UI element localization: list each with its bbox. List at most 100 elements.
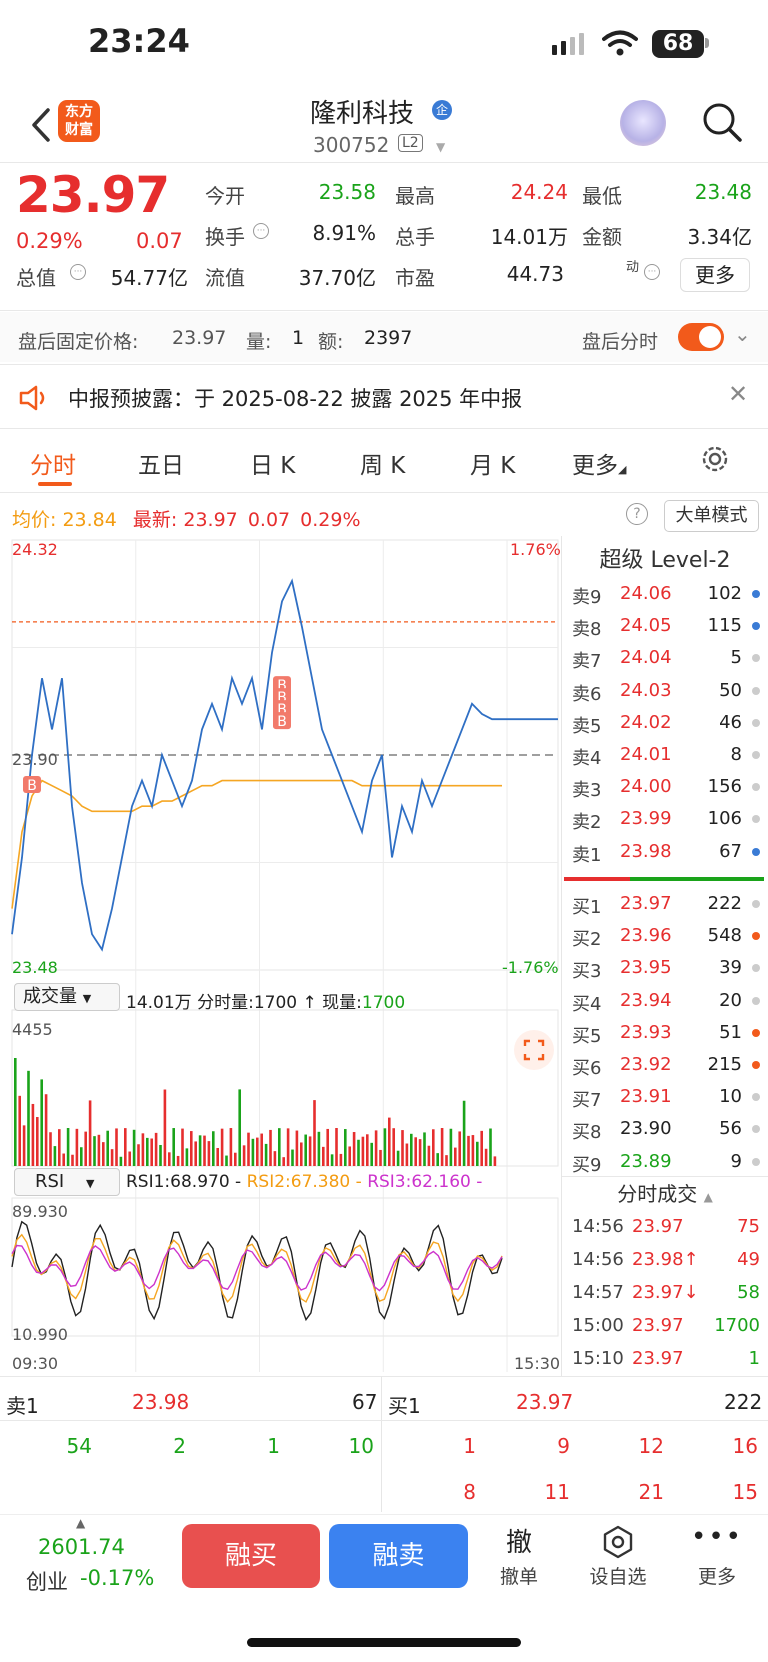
ask-row[interactable]: 卖1 23.98 67 [562,836,768,868]
bid-row[interactable]: 买4 23.94 20 [562,985,768,1017]
info-icon[interactable]: ··· [70,264,86,280]
volume-bar [251,1138,255,1166]
after-hours-toggle[interactable] [678,323,724,351]
chevron-down-icon[interactable]: ▼ [436,140,446,154]
search-icon[interactable] [700,100,744,144]
volume-bar [278,1128,281,1166]
ask-row[interactable]: 卖4 24.01 8 [562,739,768,771]
more-label[interactable]: 更多 [697,1566,736,1588]
help-icon[interactable]: ? [626,503,648,525]
back-button[interactable] [22,100,62,150]
volume-bar [40,1079,43,1166]
rsi-select[interactable]: RSI ▼ [14,1168,120,1196]
quote-label-5: 金额 [582,225,622,249]
tab-monthly-k[interactable]: 月 K [470,453,516,479]
big-order-mode-button[interactable]: 大单模式 [664,500,759,532]
trade-row: 14:56 23.97 75 [568,1212,764,1244]
settings-gear-icon[interactable] [698,442,732,476]
margin-sell-button[interactable]: 融卖 [329,1524,468,1588]
info-icon[interactable]: ··· [644,264,660,280]
cancel-order-label[interactable]: 撤单 [499,1566,538,1588]
trades-title[interactable]: 分时成交 ▲ [617,1182,713,1206]
buy-queue-item: 11 [544,1480,570,1504]
change-percent: 0.29% [16,229,83,253]
trade-price: 23.97 [632,1348,684,1369]
quote-value-7: 37.70亿 [298,266,376,290]
quote-more-button[interactable]: 更多 [680,258,750,292]
volume-bar [467,1135,470,1166]
quote-value-1: 24.24 [510,180,568,204]
close-icon[interactable]: ✕ [728,380,749,408]
info-icon[interactable]: ··· [253,223,269,239]
bid-vol: 56 [719,1118,742,1140]
tab-more[interactable]: 更多◢ [572,453,627,479]
quote-label-sup: 动 [626,260,640,275]
trade-row: 15:00 23.97 1700 [568,1311,764,1343]
ask-row[interactable]: 卖3 24.00 156 [562,771,768,803]
trade-time: 14:56 [572,1216,624,1237]
bid-vol: 9 [730,1150,742,1172]
margin-buy-button[interactable]: 融买 [182,1524,320,1588]
add-watchlist-icon[interactable] [600,1524,636,1560]
bid-row[interactable]: 买5 23.93 51 [562,1017,768,1049]
bid-price: 23.97 [620,893,672,914]
more-dots-icon[interactable]: ••• [690,1522,743,1552]
volume-select[interactable]: 成交量 ▼ [14,983,120,1011]
volume-bar [414,1137,417,1166]
ask-row[interactable]: 卖8 24.05 115 [562,610,768,642]
bid-price: 23.93 [620,1021,672,1043]
chevron-down-icon[interactable]: ⌄ [734,322,751,346]
volume-bar [159,1144,162,1166]
index-name[interactable]: 创业 [26,1570,68,1594]
assistant-robot-icon[interactable] [620,100,666,146]
bid-row[interactable]: 买7 23.91 10 [562,1081,768,1113]
bid-row[interactable]: 买1 23.97 222 [562,888,768,920]
bid-row[interactable]: 买8 23.90 56 [562,1113,768,1145]
volume-bar [185,1148,189,1166]
avg-price-line [11,779,502,909]
bid-row[interactable]: 买3 23.95 39 [562,952,768,984]
ask-price: 24.02 [620,711,672,733]
notice-text[interactable]: 中报预披露：于 2025-08-22 披露 2025 年中报 [68,387,523,411]
tab-intraday[interactable]: 分时 [30,453,76,479]
ask-vol: 8 [730,744,742,765]
volume-bar [322,1146,325,1166]
bid-row[interactable]: 买9 23.89 9 [562,1146,768,1178]
ask-label: 卖6 [572,683,602,705]
volume-bar [238,1089,241,1166]
chevron-up-icon[interactable]: ▲ [76,1516,86,1530]
ask-price: 23.99 [620,808,672,830]
ask-row[interactable]: 卖9 24.06 102 [562,578,768,610]
bid-row[interactable]: 买6 23.92 215 [562,1049,768,1081]
y-min-label: 23.48 [12,958,58,977]
tab-daily-k[interactable]: 日 K [250,453,296,479]
status-dot-icon [752,1028,760,1037]
cancel-order-icon[interactable]: 撤 [505,1528,532,1558]
sell1-vol: 67 [352,1390,378,1414]
tab-weekly-k[interactable]: 周 K [360,453,406,479]
home-indicator [247,1638,521,1647]
ask-row[interactable]: 卖7 24.04 5 [562,642,768,674]
rsi3-line [11,1244,503,1292]
index-pct[interactable]: -0.17% [80,1566,155,1590]
volume-total: 14.01万 [126,993,192,1013]
ask-vol: 106 [707,808,742,830]
index-value[interactable]: 2601.74 [38,1535,125,1559]
ask-price: 24.01 [620,744,672,765]
bid-row[interactable]: 买2 23.96 548 [562,920,768,952]
volume-bar [418,1139,422,1166]
add-watchlist-label[interactable]: 设自选 [589,1566,647,1588]
ask-row[interactable]: 卖2 23.99 106 [562,803,768,835]
buy-queue-item: 21 [638,1480,664,1504]
volume-bar [300,1142,303,1166]
expand-icon[interactable] [514,1030,554,1070]
volume-info: 14.01万 分时量:1700 ↑ 现量:1700 [126,993,406,1013]
bid-vol: 548 [707,925,742,947]
volume-bar [132,1129,136,1166]
level2-title: 超级 Level-2 [599,548,731,573]
ask-row[interactable]: 卖6 24.03 50 [562,675,768,707]
ask-row[interactable]: 卖5 24.02 46 [562,707,768,739]
volume-bar [106,1130,109,1166]
tab-five-day[interactable]: 五日 [138,453,184,479]
